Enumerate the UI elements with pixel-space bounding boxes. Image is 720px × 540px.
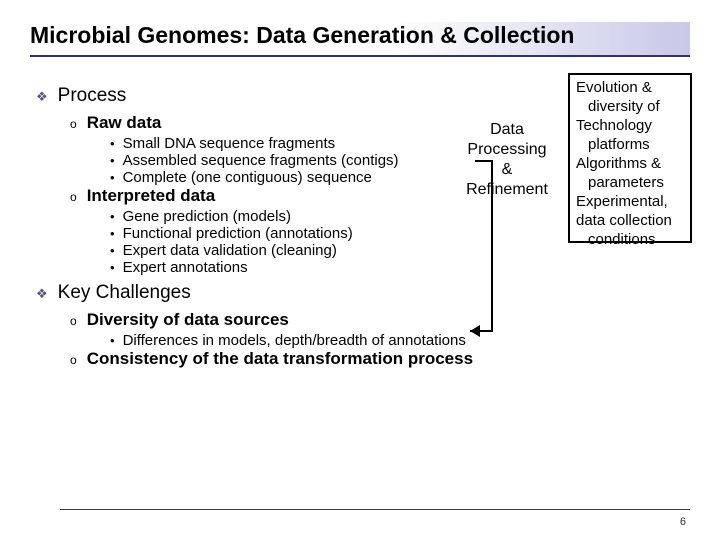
section-key-challenges: ❖ Key Challenges xyxy=(36,282,690,304)
interpreted-data-item: • Expert annotations xyxy=(110,259,690,276)
factors-box: Evolution & diversity of Technology plat… xyxy=(568,73,692,243)
factors-line: parameters xyxy=(574,174,686,192)
dot-bullet-icon: • xyxy=(110,260,115,275)
subsection-heading: Consistency of the data transformation p… xyxy=(87,349,473,369)
item-text: Functional prediction (annotations) xyxy=(123,225,353,242)
factors-line: Evolution & xyxy=(574,79,686,97)
factors-line: data collection xyxy=(574,212,686,230)
item-text: Differences in models, depth/breadth of … xyxy=(123,332,466,349)
subsection-diversity: o Diversity of data sources xyxy=(70,310,690,330)
slide-title: Microbial Genomes: Data Generation & Col… xyxy=(30,22,690,57)
dot-bullet-icon: • xyxy=(110,136,115,151)
diversity-item: • Differences in models, depth/breadth o… xyxy=(110,332,690,349)
footer-divider xyxy=(60,509,690,510)
dot-bullet-icon: • xyxy=(110,333,115,348)
factors-line: Algorithms & xyxy=(574,155,686,173)
diamond-bullet-icon: ❖ xyxy=(36,89,48,105)
section-heading: Key Challenges xyxy=(58,282,191,304)
subsection-heading: Raw data xyxy=(87,113,162,133)
item-text: Complete (one contiguous) sequence xyxy=(123,169,372,186)
subsection-heading: Diversity of data sources xyxy=(87,310,289,330)
data-processing-label: Data Processing & Refinement xyxy=(452,120,562,200)
subsection-consistency: o Consistency of the data transformation… xyxy=(70,349,690,369)
item-text: Gene prediction (models) xyxy=(123,208,291,225)
page-number: 6 xyxy=(680,516,686,528)
section-heading: Process xyxy=(58,85,127,107)
circle-bullet-icon: o xyxy=(70,117,77,131)
factors-line: Experimental, xyxy=(574,193,686,211)
dot-bullet-icon: • xyxy=(110,153,115,168)
factors-line: platforms xyxy=(574,136,686,154)
circle-bullet-icon: o xyxy=(70,314,77,328)
circle-bullet-icon: o xyxy=(70,190,77,204)
diamond-bullet-icon: ❖ xyxy=(36,286,48,302)
dot-bullet-icon: • xyxy=(110,170,115,185)
item-text: Small DNA sequence fragments xyxy=(123,135,336,152)
factors-line: Technology xyxy=(574,117,686,135)
factors-line: diversity of xyxy=(574,98,686,116)
item-text: Assembled sequence fragments (contigs) xyxy=(123,152,399,169)
dot-bullet-icon: • xyxy=(110,243,115,258)
circle-bullet-icon: o xyxy=(70,353,77,367)
dot-bullet-icon: • xyxy=(110,209,115,224)
subsection-heading: Interpreted data xyxy=(87,186,215,206)
item-text: Expert data validation (cleaning) xyxy=(123,242,337,259)
dot-bullet-icon: • xyxy=(110,226,115,241)
item-text: Expert annotations xyxy=(123,259,248,276)
factors-line: conditions xyxy=(574,231,686,249)
